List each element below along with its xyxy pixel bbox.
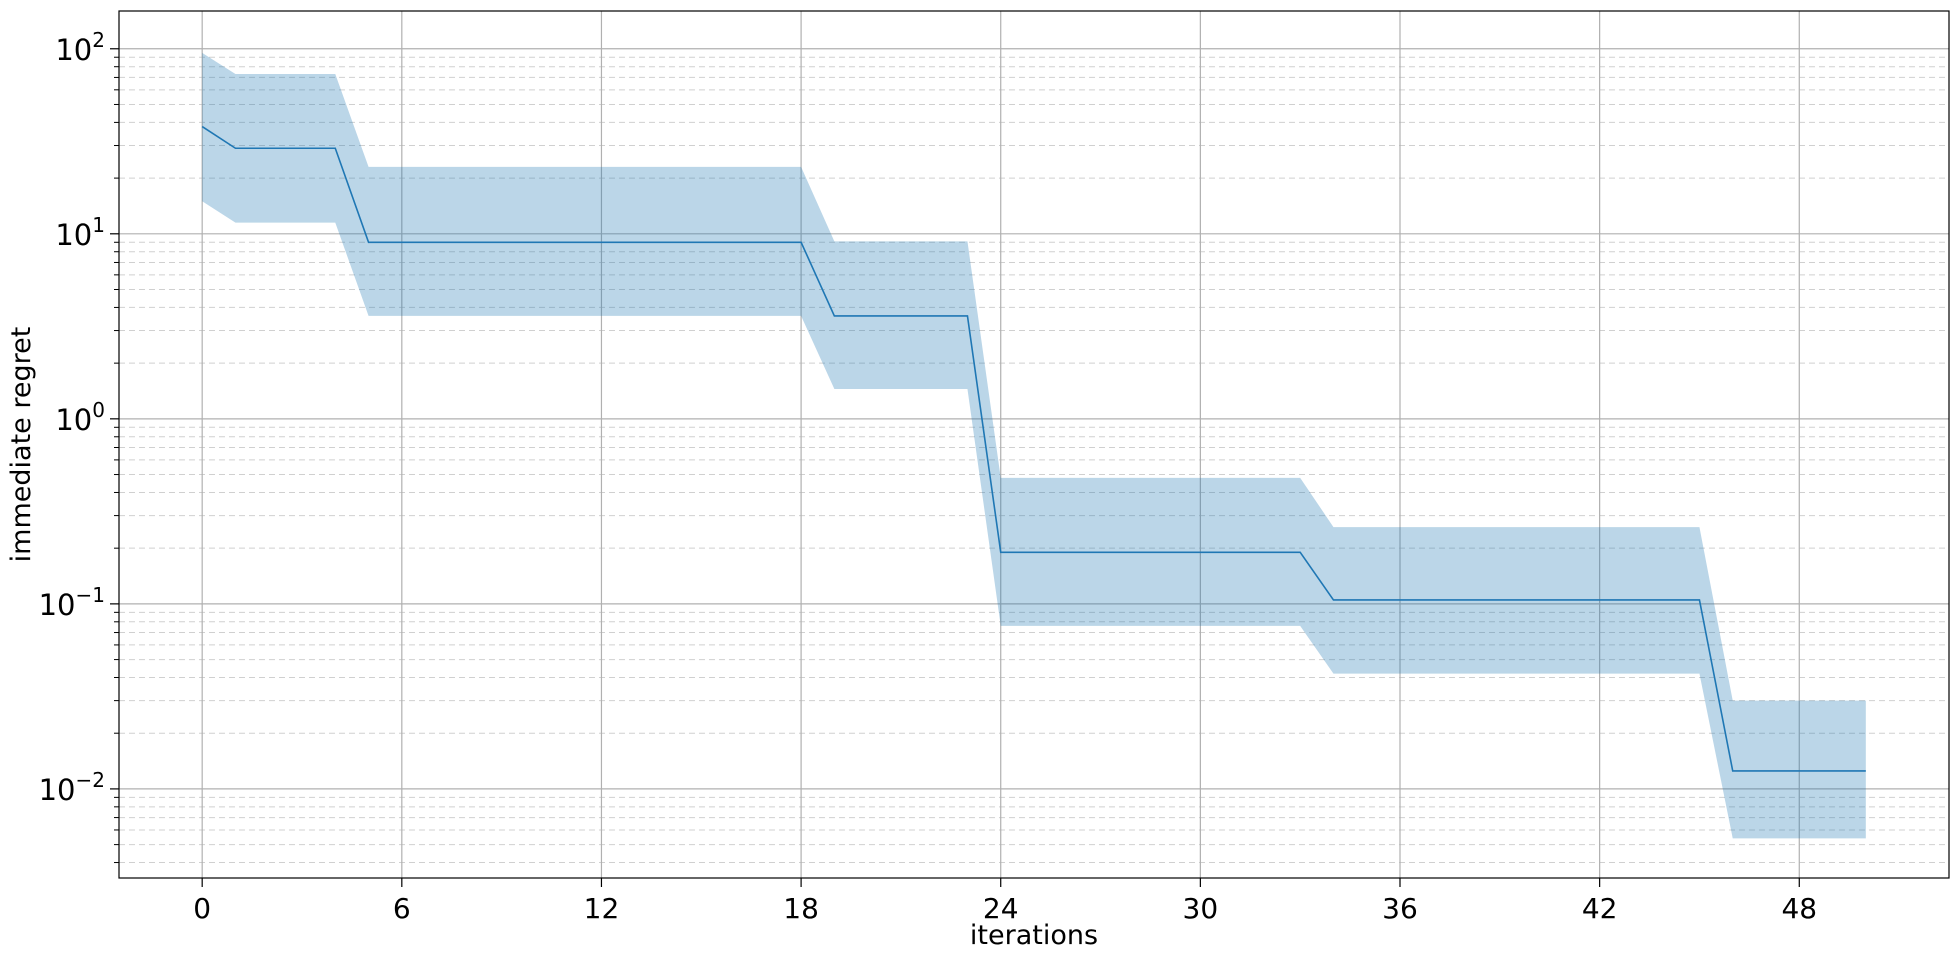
y-tick-label: 10−1 bbox=[39, 583, 105, 622]
x-tick-labels: 0 6 12 18 24 30 36 42 48 bbox=[193, 892, 1817, 925]
y-tick-label: 102 bbox=[55, 28, 105, 67]
x-tick-label: 6 bbox=[393, 892, 411, 925]
y-tick-label: 101 bbox=[55, 213, 105, 252]
x-tick-label: 24 bbox=[983, 892, 1019, 925]
x-tick-label: 0 bbox=[193, 892, 211, 925]
minor-gridlines bbox=[119, 56, 1949, 864]
x-tick-label: 18 bbox=[783, 892, 819, 925]
x-tick-label: 48 bbox=[1781, 892, 1817, 925]
confidence-band-layer bbox=[202, 52, 1866, 839]
major-gridlines bbox=[119, 11, 1949, 878]
x-tick-label: 42 bbox=[1582, 892, 1618, 925]
mean-line bbox=[201, 125, 1866, 772]
x-axis-label: iterations bbox=[970, 920, 1098, 951]
confidence-band bbox=[202, 52, 1866, 839]
x-tick-label: 12 bbox=[584, 892, 620, 925]
mean-line-layer bbox=[201, 125, 1866, 772]
x-tick-label: 36 bbox=[1382, 892, 1418, 925]
y-axis-label: immediate regret bbox=[6, 327, 37, 563]
y-tick-labels: 102 101 100 10−1 10−2 bbox=[39, 28, 105, 807]
y-tick-label: 100 bbox=[55, 398, 105, 437]
tick-marks bbox=[110, 48, 1800, 887]
y-tick-label: 10−2 bbox=[39, 768, 105, 807]
x-tick-label: 30 bbox=[1183, 892, 1219, 925]
plot-frame bbox=[118, 10, 1950, 879]
